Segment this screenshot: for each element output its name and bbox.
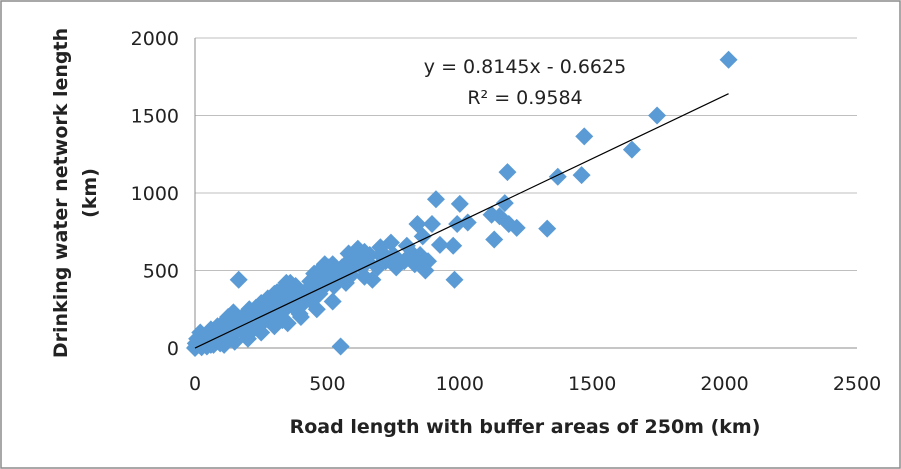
- x-axis-title: Road length with buffer areas of 250m (k…: [290, 416, 761, 438]
- data-point: [405, 255, 424, 274]
- data-point: [307, 300, 326, 319]
- data-point: [238, 329, 257, 348]
- x-tick-label: 1000: [436, 373, 484, 395]
- trendline: [194, 93, 729, 349]
- data-point: [278, 314, 297, 333]
- data-point: [331, 337, 350, 356]
- data-point: [426, 190, 445, 209]
- y-tick-label: 0: [167, 338, 179, 360]
- data-point: [575, 127, 594, 146]
- data-point: [332, 258, 351, 277]
- data-point: [450, 194, 469, 213]
- data-point: [422, 215, 441, 233]
- data-point: [719, 50, 738, 69]
- x-tick-label: 1500: [568, 373, 616, 395]
- data-point: [323, 292, 342, 311]
- x-tick-label: 2500: [833, 373, 881, 395]
- data-point: [538, 219, 557, 238]
- data-point: [485, 230, 504, 249]
- data-point: [252, 323, 271, 342]
- data-point: [458, 213, 477, 232]
- x-tick-label: 500: [309, 373, 345, 395]
- data-point: [482, 205, 501, 224]
- data-point: [408, 215, 427, 233]
- data-point: [430, 235, 449, 254]
- data-points: [186, 50, 738, 357]
- data-point: [339, 244, 358, 263]
- y-tick-label: 500: [143, 261, 179, 283]
- data-point: [225, 332, 244, 351]
- gridlines: [194, 37, 857, 349]
- data-point: [371, 238, 390, 257]
- data-point: [548, 167, 567, 186]
- trendline-layer: [194, 93, 729, 349]
- data-point: [498, 163, 517, 182]
- data-point: [572, 166, 591, 185]
- data-point: [448, 215, 467, 233]
- data-point: [648, 106, 667, 125]
- y-axis-title-line1: Drinking water network length: [50, 28, 72, 358]
- trendline-equation: y = 0.8145x - 0.6625: [424, 56, 626, 78]
- x-tick-label: 2000: [700, 373, 748, 395]
- y-tick-label: 1000: [131, 183, 179, 205]
- tick-labels: 0 500 1000 1500 2000 0 500 1000 1500 2000 2500: [131, 28, 882, 395]
- data-point: [622, 140, 641, 159]
- data-point: [444, 236, 463, 255]
- y-tick-label: 2000: [131, 28, 179, 50]
- y-tick-label: 1500: [131, 106, 179, 128]
- data-point: [265, 317, 284, 336]
- trendline-r-squared: R² = 0.9584: [467, 87, 582, 109]
- data-point: [397, 236, 416, 255]
- x-tick-label: 0: [189, 373, 201, 395]
- y-axis-title-line2: (km): [79, 168, 101, 218]
- data-point: [201, 335, 220, 354]
- data-point: [445, 270, 464, 289]
- data-point: [315, 255, 334, 274]
- data-point: [229, 270, 248, 289]
- data-point: [291, 308, 310, 326]
- data-point: [355, 242, 374, 261]
